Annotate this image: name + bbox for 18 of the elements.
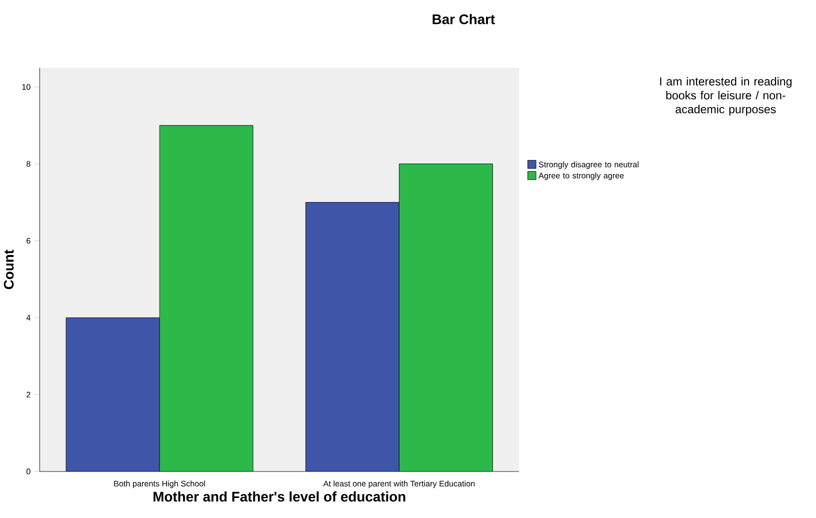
chart-title: Bar Chart — [432, 14, 495, 24]
y-tick-label: 10 — [22, 84, 30, 90]
bar — [398, 164, 493, 472]
bar — [305, 202, 400, 472]
y-axis-title: Count — [4, 250, 14, 290]
x-tick-label: Both parents High School — [114, 480, 205, 488]
y-tick-label: 2 — [26, 392, 30, 398]
legend-label: Agree to strongly agree — [538, 172, 624, 180]
legend-label: Strongly disagree to neutral — [538, 162, 638, 170]
x-axis-title: Mother and Father's level of education — [154, 492, 406, 502]
bar — [66, 318, 160, 472]
y-tick-label: 8 — [26, 161, 30, 167]
legend-title: I am interested in reading books for leisure / non-academic purposes — [660, 77, 792, 116]
bar — [160, 126, 253, 472]
y-tick-label: 4 — [26, 315, 30, 321]
y-tick-label: 0 — [26, 468, 30, 475]
y-tick-label: 6 — [26, 238, 30, 244]
x-tick-label: At least one parent with Tertiary Education — [323, 480, 475, 488]
